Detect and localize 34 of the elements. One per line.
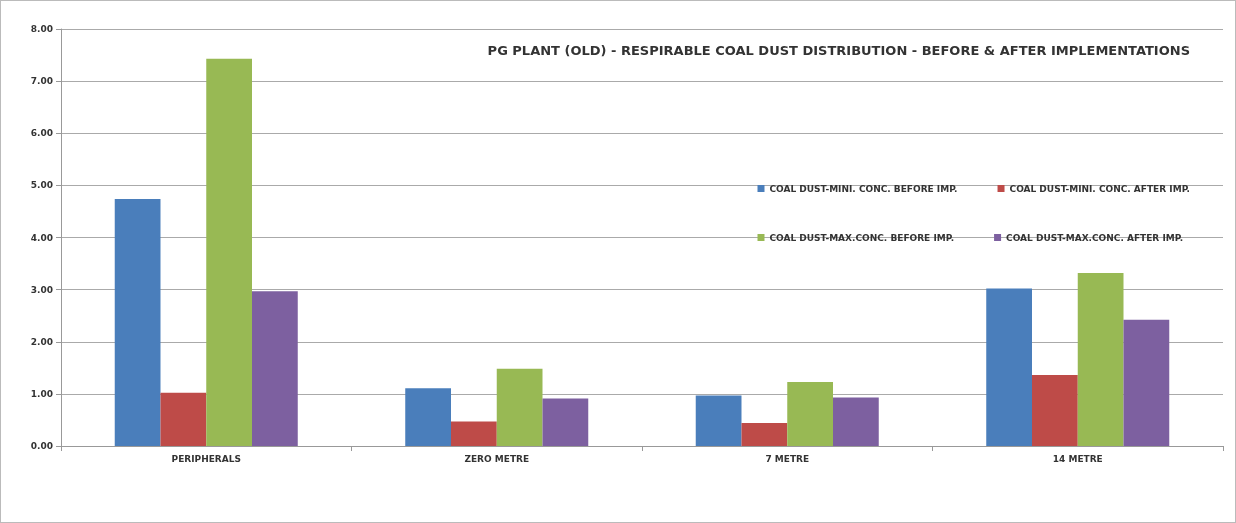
bar — [741, 423, 788, 446]
bar — [114, 198, 161, 446]
bar — [160, 392, 207, 446]
bar — [695, 395, 742, 446]
bar — [451, 421, 497, 446]
legend-label: COAL DUST-MINI. CONC. AFTER IMP. — [1009, 183, 1191, 194]
bar — [496, 368, 543, 446]
x-tick-label: 14 METRE — [1052, 453, 1103, 464]
bar — [542, 398, 589, 446]
y-tick-label: 8.00 — [30, 24, 53, 34]
bar — [252, 291, 298, 446]
bar — [787, 381, 833, 446]
x-tick-label: 7 METRE — [765, 453, 810, 464]
legend-label: COAL DUST-MAX.CONC. AFTER IMP. — [1006, 232, 1184, 243]
bar — [833, 397, 879, 446]
legend-label: COAL DUST-MINI. CONC. BEFORE IMP. — [769, 183, 958, 194]
y-tick-label: 0.00 — [30, 441, 53, 451]
y-tick-label: 5.00 — [30, 180, 53, 191]
text: PG PLANT (OLD) - RESPIRABLE COAL DUST DISTRIBUTION - BEFORE & AFTER IMPLEMENTATIONS — [487, 43, 1191, 58]
bar — [1123, 319, 1170, 446]
y-tick-label: 1.00 — [30, 388, 53, 399]
y-tick-label: 4.00 — [30, 232, 53, 243]
bar — [986, 288, 1032, 446]
y-tick-label: 2.00 — [30, 336, 53, 347]
y-tick-label: 6.00 — [30, 128, 53, 139]
bar — [405, 388, 451, 446]
bar — [206, 58, 252, 446]
legend-label: COAL DUST-MAX.CONC. BEFORE IMP. — [769, 232, 955, 243]
bar — [1032, 375, 1078, 446]
bar — [1077, 272, 1124, 446]
x-tick-label: PERIPHERALS — [171, 453, 241, 464]
y-tick-label: 3.00 — [30, 284, 53, 295]
x-tick-label: ZERO METRE — [464, 453, 530, 464]
y-tick-label: 7.00 — [30, 76, 53, 87]
